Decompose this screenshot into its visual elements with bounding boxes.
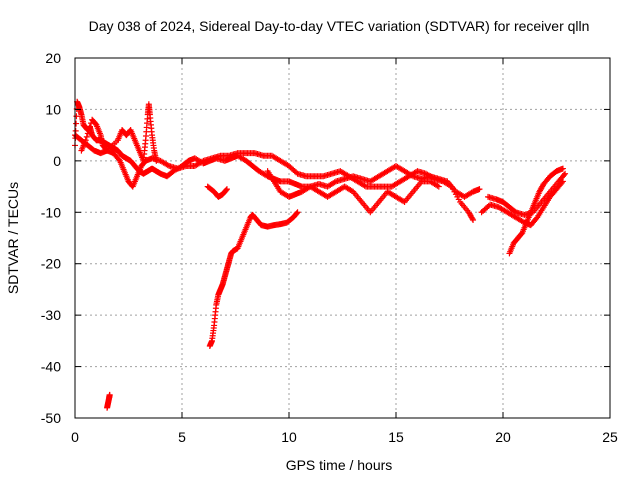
grid bbox=[75, 58, 610, 418]
x-tick-label: 15 bbox=[388, 429, 404, 445]
data-point bbox=[73, 120, 80, 127]
data-point bbox=[560, 172, 567, 178]
y-tick-label: 10 bbox=[45, 101, 61, 117]
plot-frame bbox=[74, 57, 611, 419]
series-track-e-early-loop bbox=[78, 101, 160, 164]
data-point bbox=[476, 186, 483, 193]
data-point bbox=[84, 130, 91, 137]
data-point bbox=[83, 133, 90, 140]
series-track-d-dip bbox=[206, 209, 301, 349]
y-tick-label: -20 bbox=[41, 256, 61, 272]
data-points bbox=[72, 98, 569, 411]
data-point bbox=[72, 127, 79, 134]
chart-title: Day 038 of 2024, Sidereal Day-to-day VTE… bbox=[89, 18, 590, 34]
data-point bbox=[223, 186, 230, 193]
data-point bbox=[153, 157, 160, 164]
data-point bbox=[469, 215, 476, 222]
y-tick-label: 0 bbox=[53, 153, 61, 169]
series-track-c-lower bbox=[264, 168, 442, 216]
data-point bbox=[115, 156, 122, 163]
y-tick-label: -50 bbox=[41, 410, 61, 426]
y-axis-label: SDTVAR / TECUs bbox=[5, 182, 21, 294]
data-point bbox=[562, 170, 569, 177]
x-tick-label: 25 bbox=[602, 429, 618, 445]
series-track-i-late-rise bbox=[506, 165, 566, 257]
data-point bbox=[558, 179, 565, 186]
data-point bbox=[470, 217, 477, 223]
data-point bbox=[294, 209, 301, 216]
data-point bbox=[435, 183, 442, 190]
x-tick-label: 5 bbox=[178, 429, 186, 445]
y-tick-label: -40 bbox=[41, 359, 61, 375]
data-point bbox=[86, 123, 93, 130]
data-point bbox=[559, 165, 566, 172]
data-point bbox=[106, 391, 113, 398]
data-point bbox=[73, 113, 80, 120]
x-tick-label: 0 bbox=[71, 429, 79, 445]
axes: -50 -40 -30 -20 -10 0 10 20 0 5 10 15 20 25 bbox=[41, 50, 618, 445]
series-track-j-late-lower bbox=[478, 178, 566, 229]
data-point bbox=[559, 178, 566, 185]
series-track-b-upper bbox=[72, 132, 477, 223]
series-track-f-spike bbox=[204, 183, 230, 200]
x-axis-label: GPS time / hours bbox=[286, 457, 393, 473]
data-point bbox=[82, 137, 89, 144]
x-tick-label: 10 bbox=[281, 429, 297, 445]
data-point bbox=[223, 187, 230, 193]
y-tick-label: -30 bbox=[41, 307, 61, 323]
x-tick-label: 20 bbox=[495, 429, 511, 445]
data-point bbox=[85, 127, 92, 133]
y-tick-label: -10 bbox=[41, 204, 61, 220]
data-point bbox=[293, 210, 300, 217]
series-track-g-dropout bbox=[104, 391, 113, 411]
y-tick-label: 20 bbox=[45, 50, 61, 66]
